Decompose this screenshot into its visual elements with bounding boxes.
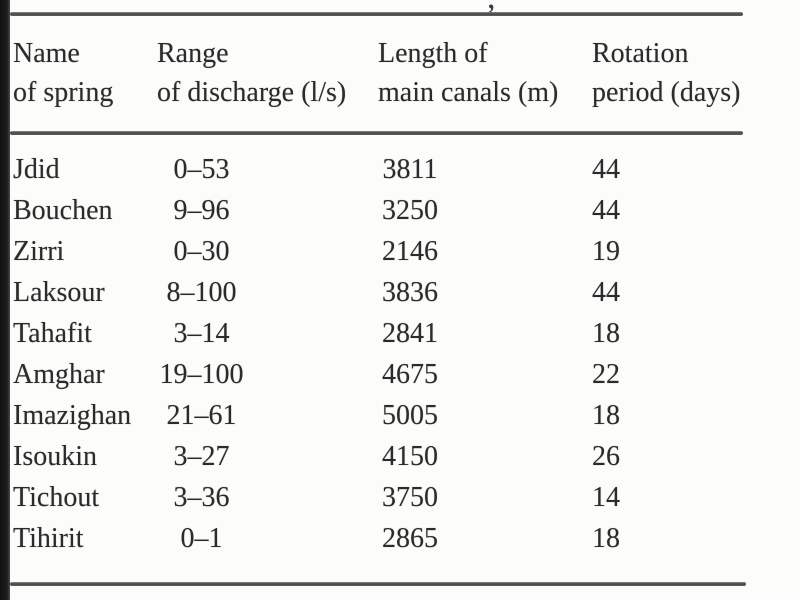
cell-rotation-period: 44 bbox=[592, 153, 620, 185]
cell-canal-length: 3750 bbox=[382, 481, 438, 513]
cell-spring-name: Imazighan bbox=[13, 399, 132, 431]
table-row: Jdid 0–53 3811 44 bbox=[0, 149, 800, 190]
cell-discharge-range: 8–100 bbox=[166, 276, 237, 308]
column-header-line: Name bbox=[13, 38, 80, 69]
cell-rotation-period: 22 bbox=[592, 358, 620, 390]
cell-discharge-range: 3–14 bbox=[173, 317, 230, 349]
caption-fragment: , bbox=[487, 0, 496, 17]
cell-spring-name: Tihirit bbox=[13, 522, 84, 554]
cell-spring-name: Amghar bbox=[13, 358, 105, 390]
page-scan-edge-bar bbox=[0, 0, 10, 600]
cell-discharge-range: 0–1 bbox=[180, 522, 223, 554]
cell-canal-length: 4675 bbox=[382, 358, 438, 390]
cell-canal-length: 2146 bbox=[382, 235, 438, 267]
column-header-name: Name of spring bbox=[13, 34, 113, 112]
cell-canal-length: 3811 bbox=[382, 153, 438, 185]
cell-canal-length: 3250 bbox=[382, 194, 438, 226]
cell-discharge-range: 3–27 bbox=[173, 440, 230, 472]
column-header-discharge-range: Range of discharge (l/s) bbox=[157, 34, 346, 112]
cell-discharge-range: 3–36 bbox=[173, 481, 230, 513]
table-bottom-rule bbox=[10, 582, 746, 586]
cell-discharge-range: 0–53 bbox=[173, 153, 230, 185]
table-row: Zirri 0–30 2146 19 bbox=[0, 231, 800, 272]
cell-rotation-period: 26 bbox=[592, 440, 620, 472]
cell-rotation-period: 44 bbox=[592, 276, 620, 308]
table-body: Jdid 0–53 3811 44 Bouchen 9–96 3250 44 Z… bbox=[0, 149, 800, 559]
table-row: Tahafit 3–14 2841 18 bbox=[0, 313, 800, 354]
table-row: Laksour 8–100 3836 44 bbox=[0, 272, 800, 313]
cell-rotation-period: 18 bbox=[592, 522, 620, 554]
column-header-line: of discharge (l/s) bbox=[157, 77, 347, 108]
cell-spring-name: Tichout bbox=[13, 481, 100, 513]
cell-canal-length: 2865 bbox=[382, 522, 438, 554]
column-header-line: Rotation bbox=[592, 38, 689, 69]
table-row: Amghar 19–100 4675 22 bbox=[0, 354, 800, 395]
cell-spring-name: Jdid bbox=[13, 153, 60, 185]
table-row: Tihirit 0–1 2865 18 bbox=[0, 518, 800, 559]
column-header-rotation-period: Rotation period (days) bbox=[592, 34, 741, 112]
table-row: Isoukin 3–27 4150 26 bbox=[0, 436, 800, 477]
cell-discharge-range: 0–30 bbox=[173, 235, 230, 267]
cell-discharge-range: 9–96 bbox=[173, 194, 230, 226]
cell-rotation-period: 44 bbox=[592, 194, 620, 226]
cell-canal-length: 4150 bbox=[382, 440, 438, 472]
cell-discharge-range: 21–61 bbox=[166, 399, 237, 431]
column-header-canal-length: Length of main canals (m) bbox=[378, 34, 558, 112]
cell-spring-name: Laksour bbox=[13, 276, 105, 308]
table-header-rule bbox=[10, 131, 743, 135]
table-row: Bouchen 9–96 3250 44 bbox=[0, 190, 800, 231]
cell-canal-length: 5005 bbox=[382, 399, 438, 431]
cell-discharge-range: 19–100 bbox=[159, 358, 244, 390]
table-row: Tichout 3–36 3750 14 bbox=[0, 477, 800, 518]
table-top-rule bbox=[10, 12, 743, 16]
cell-canal-length: 3836 bbox=[382, 276, 438, 308]
column-header-line: Length of bbox=[378, 38, 488, 69]
column-header-line: of spring bbox=[13, 77, 114, 108]
cell-spring-name: Zirri bbox=[13, 235, 65, 267]
cell-rotation-period: 18 bbox=[592, 399, 620, 431]
cell-rotation-period: 18 bbox=[592, 317, 620, 349]
column-header-line: period (days) bbox=[592, 77, 741, 108]
column-header-line: Range bbox=[157, 38, 229, 69]
column-header-line: main canals (m) bbox=[378, 77, 559, 108]
cell-rotation-period: 14 bbox=[592, 481, 620, 513]
cell-spring-name: Bouchen bbox=[13, 194, 113, 226]
table-row: Imazighan 21–61 5005 18 bbox=[0, 395, 800, 436]
cell-spring-name: Tahafit bbox=[13, 317, 92, 349]
cell-spring-name: Isoukin bbox=[13, 440, 97, 472]
cell-rotation-period: 19 bbox=[592, 235, 620, 267]
cell-canal-length: 2841 bbox=[382, 317, 438, 349]
